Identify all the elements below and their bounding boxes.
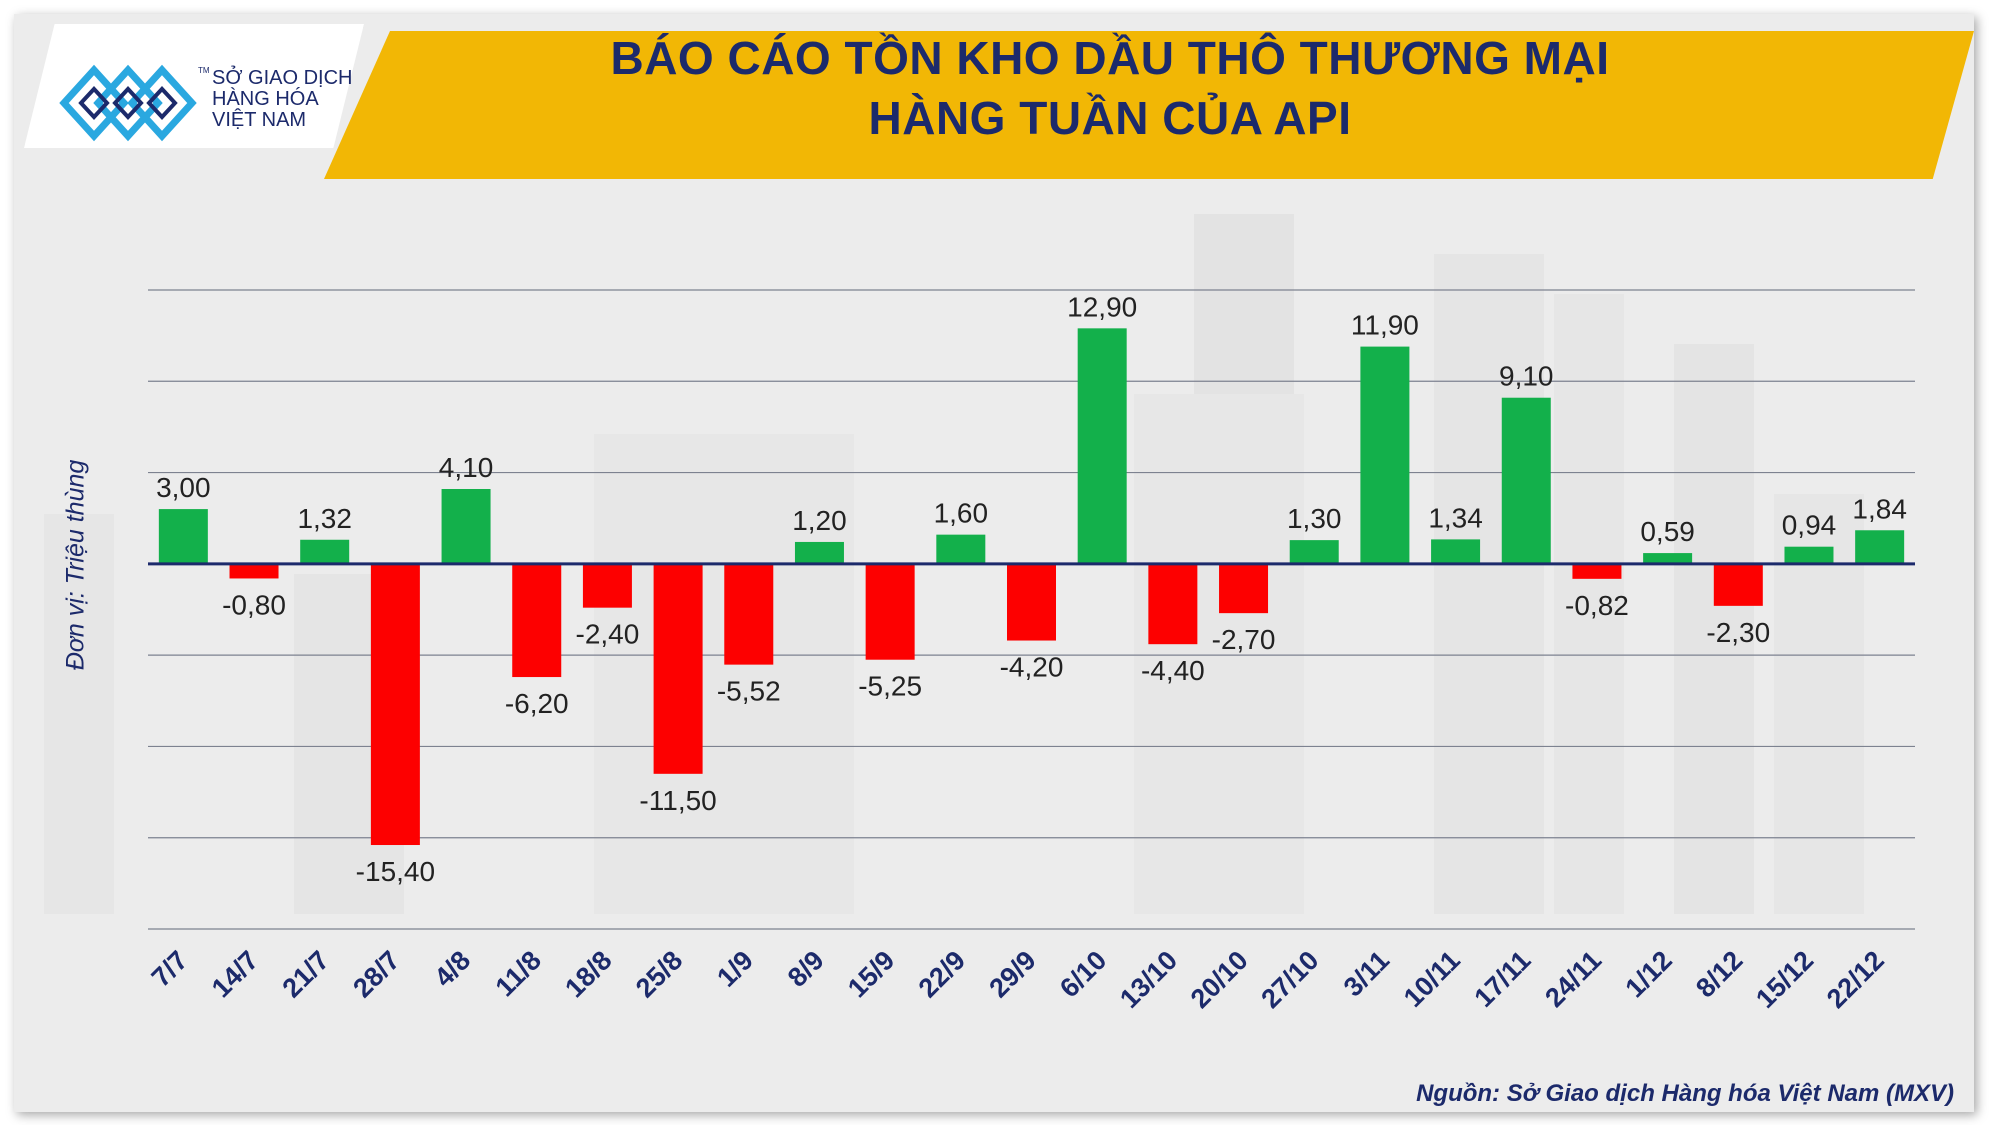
bar [724, 563, 774, 665]
bar [512, 563, 562, 678]
x-tick-label: 10/11 [1398, 945, 1466, 1013]
data-label: -15,40 [356, 856, 435, 887]
bar [794, 541, 844, 564]
bar [1643, 553, 1693, 564]
data-label: 0,94 [1782, 510, 1837, 541]
bar [1855, 530, 1905, 564]
x-tick-label: 14/7 [206, 945, 264, 1003]
x-tick-label: 29/9 [983, 945, 1041, 1003]
logo-icon [59, 64, 197, 142]
logo-line-1: SỞ GIAO DỊCH [212, 67, 353, 89]
x-tick-label: 7/7 [146, 945, 194, 993]
data-label: -0,82 [1565, 590, 1629, 621]
title-line-2: HÀNG TUẦN CỦA API [868, 92, 1352, 144]
bar [1007, 563, 1056, 641]
x-tick-label: 17/11 [1469, 945, 1537, 1013]
data-label: 9,10 [1499, 361, 1554, 392]
bar [370, 563, 420, 846]
bar [300, 539, 350, 564]
data-label: -5,25 [858, 671, 922, 702]
data-label: -4,20 [1000, 652, 1064, 683]
data-label: 1,32 [297, 503, 352, 534]
x-tick-label: 6/10 [1054, 945, 1112, 1003]
data-label: 3,00 [156, 472, 211, 503]
bar [582, 563, 632, 608]
logo-line-2: HÀNG HÓA [212, 88, 319, 110]
bar [1289, 540, 1339, 564]
bar [1713, 563, 1763, 606]
bar [1360, 346, 1410, 564]
data-label: 1,20 [792, 505, 847, 536]
x-tick-label: 1/12 [1619, 945, 1677, 1003]
x-tick-label: 8/12 [1690, 945, 1748, 1003]
data-label: -4,40 [1141, 655, 1205, 686]
data-label: -11,50 [639, 785, 716, 816]
logo-trademark: TM [198, 66, 210, 75]
x-tick-label: 18/8 [559, 945, 617, 1003]
bar [653, 563, 703, 774]
data-label: 1,30 [1287, 503, 1342, 534]
x-tick-label: 24/11 [1539, 945, 1607, 1013]
data-label: -5,52 [717, 676, 781, 707]
x-tick-label: 20/10 [1185, 945, 1254, 1014]
bar [936, 534, 986, 564]
data-label: -2,30 [1706, 617, 1770, 648]
x-tick-label: 27/10 [1255, 945, 1324, 1014]
data-label: 12,90 [1067, 291, 1137, 322]
data-label: -6,20 [505, 688, 569, 719]
page-title: BÁO CÁO TỒN KHO DẦU THÔ THƯƠNG MẠI HÀNG … [420, 28, 1800, 148]
bar [1077, 328, 1127, 564]
data-label: 0,59 [1640, 516, 1695, 547]
bar [1501, 397, 1551, 564]
x-tick-label: 13/10 [1114, 945, 1183, 1014]
x-tick-label: 4/8 [429, 945, 477, 993]
bar [158, 509, 208, 564]
x-tick-label: 15/12 [1750, 945, 1819, 1014]
x-tick-label: 22/9 [913, 945, 971, 1003]
data-label: -0,80 [222, 589, 286, 620]
data-label: -2,70 [1212, 624, 1276, 655]
x-tick-label: 21/7 [277, 945, 335, 1003]
data-label: 1,60 [934, 498, 989, 529]
bar [1572, 563, 1622, 579]
source-note: Nguồn: Sở Giao dịch Hàng hóa Việt Nam (M… [1416, 1080, 1954, 1107]
data-label: 1,34 [1428, 502, 1483, 533]
x-tick-label: 11/8 [490, 945, 547, 1002]
x-tick-label: 15/9 [842, 945, 900, 1003]
x-tick-label: 3/11 [1338, 945, 1395, 1002]
data-label: 11,90 [1351, 310, 1419, 341]
x-tick-label: 8/9 [782, 945, 830, 993]
x-tick-label: 25/8 [630, 945, 688, 1003]
bar [1431, 539, 1481, 564]
bar [1219, 563, 1269, 614]
bar [229, 563, 279, 579]
data-label: 4,10 [439, 452, 494, 483]
title-line-1: BÁO CÁO TỒN KHO DẦU THÔ THƯƠNG MẠI [610, 32, 1610, 84]
data-label: 1,84 [1852, 493, 1907, 524]
title-band [324, 31, 1974, 179]
data-label: -2,40 [576, 619, 640, 650]
x-tick-label: 28/7 [347, 945, 405, 1003]
background-decoration [44, 214, 1864, 914]
bar [865, 563, 915, 660]
x-tick-label: 1/9 [711, 945, 759, 993]
logo-text: SỞ GIAO DỊCH HÀNG HÓA VIỆT NAM [212, 68, 353, 131]
bar [1784, 546, 1834, 564]
bar [1148, 563, 1198, 645]
bar [441, 489, 491, 564]
x-tick-label: 22/12 [1821, 945, 1890, 1014]
logo-line-3: VIỆT NAM [212, 109, 307, 131]
